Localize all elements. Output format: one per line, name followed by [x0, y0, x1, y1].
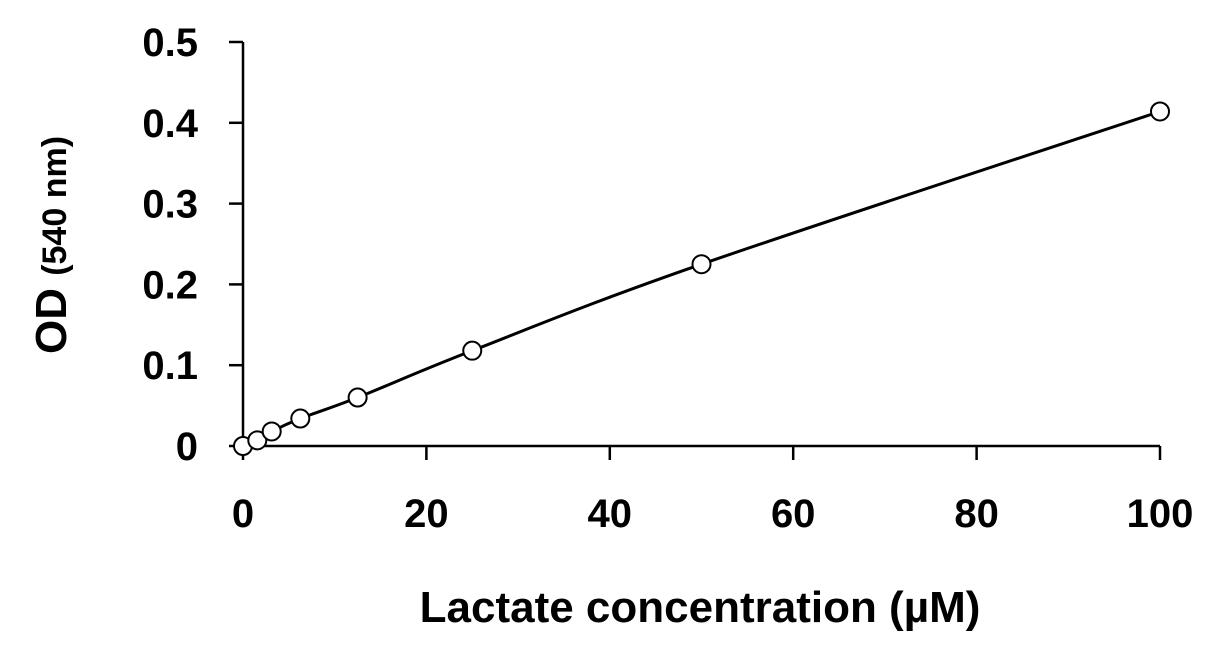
- data-point-6: [691, 254, 712, 275]
- fit-line: [242, 110, 1161, 448]
- data-point-2: [261, 421, 282, 442]
- ticks: [229, 40, 1162, 460]
- data-point-1: [247, 430, 268, 451]
- y-tick-label-1: 0.1: [142, 344, 198, 388]
- y-tick-label-2: 0.2: [142, 263, 198, 307]
- data-point-3: [290, 408, 311, 429]
- data-point-4: [347, 387, 368, 408]
- x-tick-label-2: 40: [588, 492, 633, 536]
- x-tick-label-0: 0: [232, 492, 254, 536]
- y-axis-title-unit: (540 nm): [36, 136, 74, 276]
- y-tick-label-3: 0.3: [142, 183, 198, 227]
- x-tick-label-1: 20: [404, 492, 449, 536]
- x-tick-label-3: 60: [771, 492, 816, 536]
- y-tick-label-4: 0.4: [142, 102, 198, 146]
- x-tick-label-5: 100: [1127, 492, 1194, 536]
- y-axis-title: OD (540 nm): [27, 136, 76, 354]
- tick-labels: 0 0.1 0.2 0.3 0.4 0.5 0 20 40 60 80 100: [142, 21, 1193, 536]
- y-axis-title-main: OD: [27, 276, 76, 354]
- axes: [241, 42, 1160, 448]
- x-tick-label-4: 80: [954, 492, 999, 536]
- data-point-7: [1150, 101, 1170, 122]
- y-tick-label-0: 0: [176, 425, 198, 469]
- data-points: [233, 101, 1170, 456]
- x-axis-title: Lactate concentration (µM): [420, 583, 981, 632]
- y-tick-label-5: 0.5: [142, 21, 198, 65]
- data-point-5: [462, 340, 483, 361]
